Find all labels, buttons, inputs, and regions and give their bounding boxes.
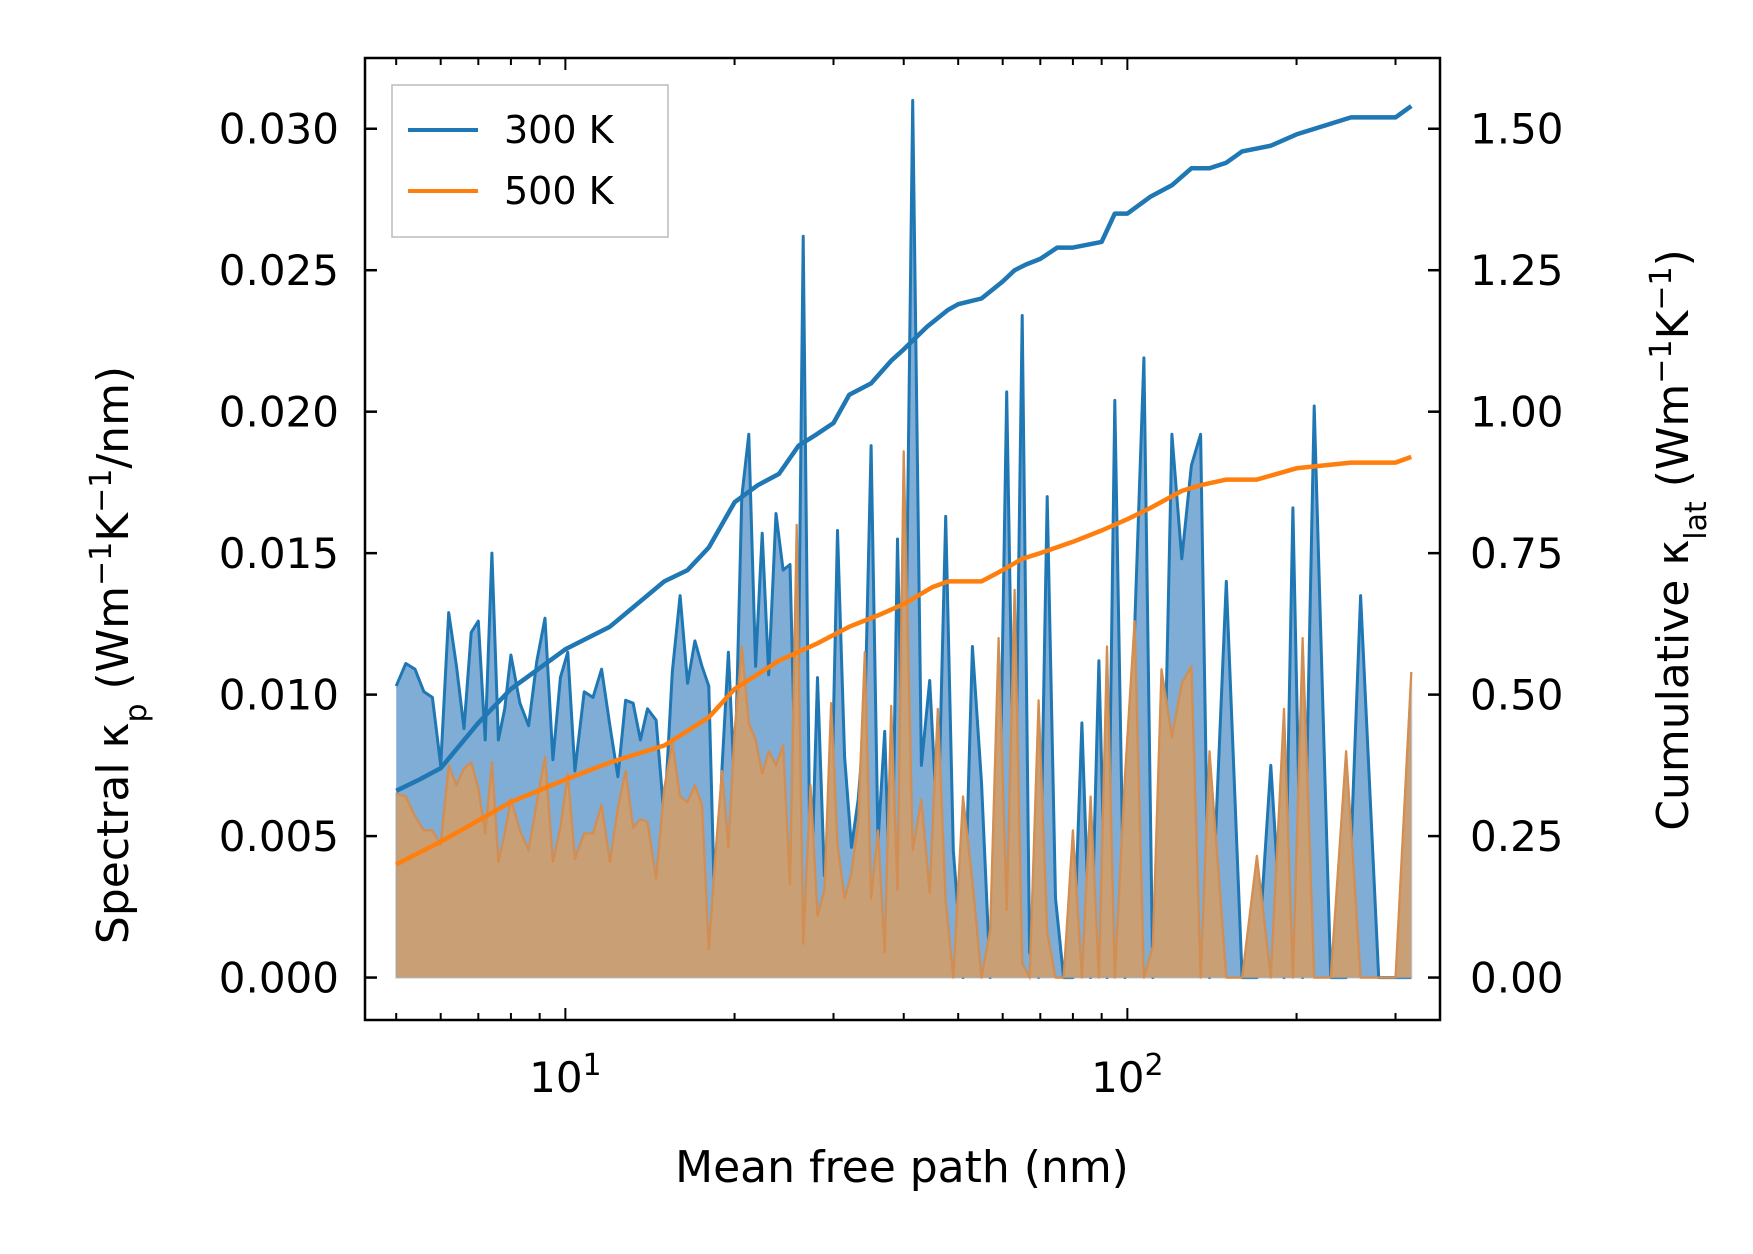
spectral-area-500K [396, 451, 1412, 978]
y-left-title-sup2: −1 [84, 469, 119, 513]
y-left-tick-label: 0.000 [219, 954, 339, 1003]
cumulative-line-500K [395, 454, 1413, 867]
x-tick-label: 102 [1091, 1048, 1164, 1103]
y-right-tick-label: 0.50 [1470, 671, 1564, 720]
y-right-title-sup1: −1 [1644, 339, 1679, 383]
y-right-title-sup2: −1 [1644, 266, 1679, 310]
y-right-tick-label: 0.00 [1470, 954, 1564, 1003]
y-left-title-units-open: (Wm [88, 586, 139, 704]
x-tick-label-base: 10 [529, 1053, 582, 1102]
x-tick-label-exponent: 1 [583, 1048, 602, 1083]
y-left-tick-label: 0.025 [219, 246, 339, 295]
y-left-title-sup1: −1 [84, 542, 119, 586]
y-left-title-units-tail: /nm) [88, 366, 139, 469]
y-left-tick-label: 0.020 [219, 388, 339, 437]
y-right-tick-label: 0.75 [1470, 529, 1564, 578]
legend: 300 K 500 K [391, 84, 669, 238]
x-tick-label: 101 [529, 1048, 602, 1103]
y-left-tick-label: 0.030 [219, 105, 339, 154]
y-right-tick-label: 1.00 [1470, 388, 1564, 437]
y-axis-title-right: Cumulative κlat (Wm−1K−1) [1644, 249, 1714, 831]
x-tick-label-base: 10 [1091, 1053, 1144, 1102]
spectral-area-300K [396, 100, 1412, 978]
axis-ticks: 0.000 0.005 0.010 0.015 0.020 0.025 0.030 0.00 0… [219, 58, 1564, 1102]
y-left-title-prefix: Spectral κ [88, 723, 139, 945]
y-left-title-subscript: p [119, 703, 154, 722]
x-axis-title: Mean free path (nm) [675, 1142, 1129, 1193]
y-right-tick-label: 1.25 [1470, 246, 1564, 295]
y-right-title-units-mid: K [1648, 309, 1699, 339]
y-right-title-subscript: lat [1679, 501, 1714, 540]
y-right-tick-label: 1.50 [1470, 105, 1564, 154]
cumulative-line-300K [395, 104, 1413, 793]
y-right-tick-label: 0.25 [1470, 812, 1564, 861]
x-tick-label-exponent: 2 [1145, 1048, 1164, 1083]
y-right-title-prefix: Cumulative κ [1648, 540, 1699, 831]
axes-frame [363, 56, 1442, 1022]
legend-box [391, 84, 669, 238]
y-left-tick-label: 0.010 [219, 671, 339, 720]
y-axis-title-left: Spectral κp (Wm−1K−1/nm) [84, 366, 154, 944]
y-left-tick-label: 0.015 [219, 529, 339, 578]
y-right-title-units-open: (Wm [1648, 384, 1699, 502]
y-left-tick-label: 0.005 [219, 812, 339, 861]
spectral-outline-500K [395, 451, 1413, 982]
legend-label-300K: 300 K [504, 108, 615, 152]
y-left-title-units-mid: K [88, 512, 139, 542]
y-right-title-units-tail: ) [1648, 249, 1699, 266]
plot-area [394, 98, 1413, 982]
legend-label-500K: 500 K [504, 169, 615, 213]
